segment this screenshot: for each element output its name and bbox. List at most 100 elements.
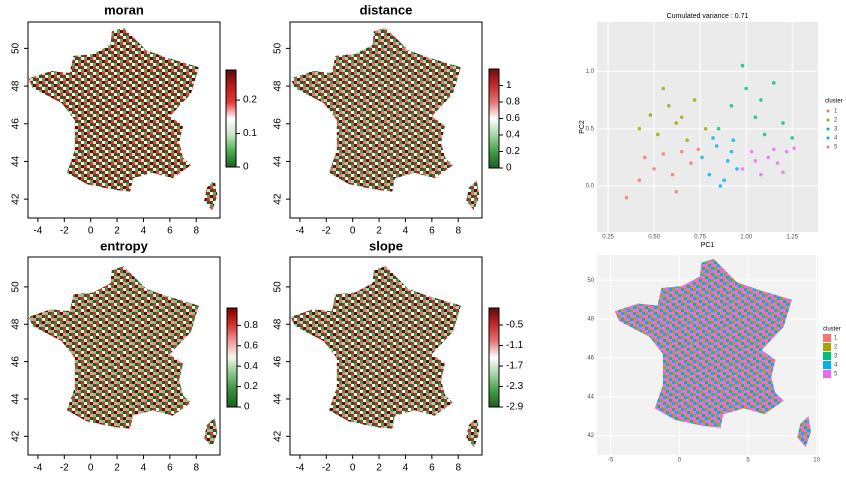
x-tick-label: -2	[322, 463, 331, 474]
point	[703, 126, 708, 131]
point	[772, 81, 776, 85]
colorbar-label: 0.6	[244, 340, 258, 351]
point	[784, 149, 789, 154]
point	[749, 149, 754, 154]
france-map	[614, 258, 812, 448]
point	[679, 149, 684, 154]
point	[637, 178, 642, 183]
y-tick-label: 46	[273, 118, 284, 130]
point	[781, 121, 785, 125]
x-tick-label: 2	[114, 226, 120, 237]
colorbar-label: 0.8	[506, 97, 520, 108]
legend-key	[823, 334, 831, 342]
colorbar	[488, 68, 500, 169]
y-tick-label: 46	[11, 118, 22, 130]
x-tick-label: 6	[167, 463, 173, 474]
x-tick-label: 0	[88, 463, 94, 474]
point	[707, 172, 712, 177]
colorbar	[488, 307, 500, 408]
legend-key	[826, 145, 830, 149]
point	[766, 155, 771, 160]
point	[661, 152, 666, 156]
x-tick-label: 0	[350, 226, 356, 237]
x-tick-label: -4	[295, 463, 304, 474]
point	[689, 161, 693, 165]
x-tick-label: 2	[376, 226, 382, 237]
legend-label: 1	[834, 109, 838, 115]
point	[652, 167, 656, 171]
point	[692, 98, 697, 102]
point	[759, 172, 763, 177]
france-map	[28, 266, 218, 448]
colorbar-label: 0.2	[243, 95, 257, 106]
legend-label: 3	[834, 354, 838, 360]
colorbar-label: -2.9	[506, 402, 524, 413]
legend-label: 1	[834, 336, 838, 342]
y-tick-label: 44	[11, 155, 22, 167]
legend-label: 5	[834, 145, 838, 151]
y-tick-label: 48	[11, 318, 22, 330]
y-tick-label: 44	[587, 394, 594, 400]
france-map	[290, 27, 480, 211]
plot-box	[27, 21, 221, 219]
point	[729, 103, 734, 108]
legend-title: cluster	[823, 327, 841, 333]
colorbar-label: 0.1	[243, 128, 257, 139]
point	[792, 146, 796, 151]
point	[624, 195, 629, 200]
x-tick-label: 1.25	[786, 235, 798, 241]
point	[648, 113, 653, 117]
point	[670, 172, 675, 177]
y-tick-label: 46	[587, 355, 594, 361]
legend-title: cluster	[825, 99, 843, 105]
x-tick-label: 8	[455, 226, 461, 237]
colorbar-label: -0.5	[506, 320, 524, 331]
y-tick-label: 48	[587, 317, 594, 323]
y-tick-label: 50	[11, 42, 22, 54]
y-tick-label: 50	[11, 281, 22, 293]
x-tick-label: 4	[403, 226, 409, 237]
x-tick-label: 6	[429, 463, 435, 474]
x-tick-label: 2	[376, 463, 382, 474]
x-tick-label: 0.75	[694, 235, 706, 241]
legend-label: 4	[834, 136, 838, 142]
y-tick-label: 42	[273, 430, 284, 442]
x-tick-label: -2	[60, 463, 69, 474]
colorbar-label: 0.4	[244, 361, 258, 372]
legend-key	[823, 370, 831, 378]
legend-key	[826, 109, 830, 113]
panel-bg	[597, 22, 818, 232]
colorbar-label: -2.3	[506, 381, 524, 392]
x-tick-label: 1.00	[740, 235, 752, 241]
x-tick-label: 6	[167, 226, 173, 237]
y-tick-label: 1.0	[586, 69, 595, 75]
point	[661, 86, 666, 91]
x-tick-label: 6	[429, 226, 435, 237]
point	[711, 136, 715, 140]
point	[700, 155, 704, 160]
y-tick-label: 50	[273, 42, 284, 54]
point	[667, 103, 671, 108]
colorbar-label: 0	[506, 163, 512, 174]
point	[775, 161, 780, 165]
point	[714, 144, 719, 148]
legend-key	[823, 352, 831, 360]
france-map	[28, 27, 218, 211]
point	[655, 132, 660, 137]
panel-title: distance	[360, 2, 413, 17]
colorbar	[226, 307, 238, 408]
x-tick-label: -2	[60, 226, 69, 237]
x-tick-label: 0.25	[602, 235, 614, 241]
colorbar-label: 0.2	[506, 146, 520, 157]
colorbar-label: -1.1	[506, 340, 524, 351]
x-tick-label: 0.50	[648, 235, 660, 241]
x-axis-label: PC1	[701, 242, 715, 249]
panel-title: Cumulated variance : 0.71	[667, 13, 749, 20]
colorbar-label: 0	[243, 162, 249, 173]
x-tick-label: 0	[88, 226, 94, 237]
point	[674, 121, 678, 125]
x-tick-label: -5	[608, 458, 614, 464]
point	[744, 86, 748, 91]
plot-box	[289, 21, 483, 219]
point	[759, 98, 763, 102]
